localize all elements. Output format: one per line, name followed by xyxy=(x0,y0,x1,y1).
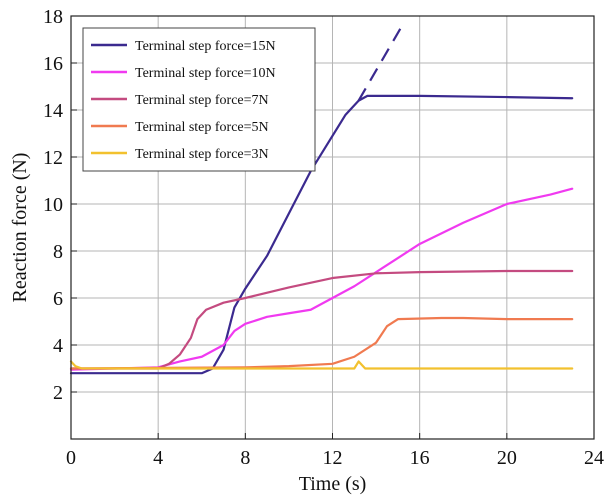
legend-label-0: Terminal step force=15N xyxy=(135,39,276,54)
x-tick-labels: 0 4 8 12 16 20 24 xyxy=(66,447,604,469)
legend-label-3: Terminal step force=5N xyxy=(135,120,269,135)
series-line-3 xyxy=(69,269,574,370)
x-tick-label: 12 xyxy=(323,447,343,469)
y-tick-labels: 2 4 6 8 10 12 14 16 18 xyxy=(43,6,63,404)
series-line-5 xyxy=(69,360,574,370)
x-tick-label: 4 xyxy=(153,447,163,469)
axis-ticks xyxy=(70,15,595,439)
y-tick-label: 16 xyxy=(43,53,63,75)
y-tick-label: 12 xyxy=(43,147,63,169)
legend-label-1: Terminal step force=10N xyxy=(135,66,276,81)
x-tick-label: 24 xyxy=(584,447,604,469)
y-axis-title: Reaction force (N) xyxy=(9,153,31,303)
legend: Terminal step force=15N Terminal step for… xyxy=(82,27,316,172)
y-tick-label: 14 xyxy=(43,100,63,122)
x-tick-label: 20 xyxy=(497,447,517,469)
y-tick-label: 4 xyxy=(53,335,63,357)
x-tick-label: 8 xyxy=(240,447,250,469)
y-tick-label: 6 xyxy=(53,288,63,310)
series-line-0 xyxy=(69,94,574,375)
series-line-4 xyxy=(69,316,574,370)
x-axis-title: Time (s) xyxy=(299,473,367,495)
x-tick-label: 16 xyxy=(410,447,430,469)
x-tick-label: 0 xyxy=(66,447,76,469)
legend-label-2: Terminal step force=7N xyxy=(135,93,269,108)
y-tick-label: 8 xyxy=(53,241,63,263)
series-line-2 xyxy=(69,187,574,371)
y-tick-label: 2 xyxy=(53,382,63,404)
y-tick-label: 10 xyxy=(43,194,63,216)
series-lines xyxy=(69,24,574,375)
series-line-1 xyxy=(357,24,404,102)
y-tick-label: 18 xyxy=(43,6,63,28)
legend-label-4: Terminal step force=3N xyxy=(135,147,269,162)
